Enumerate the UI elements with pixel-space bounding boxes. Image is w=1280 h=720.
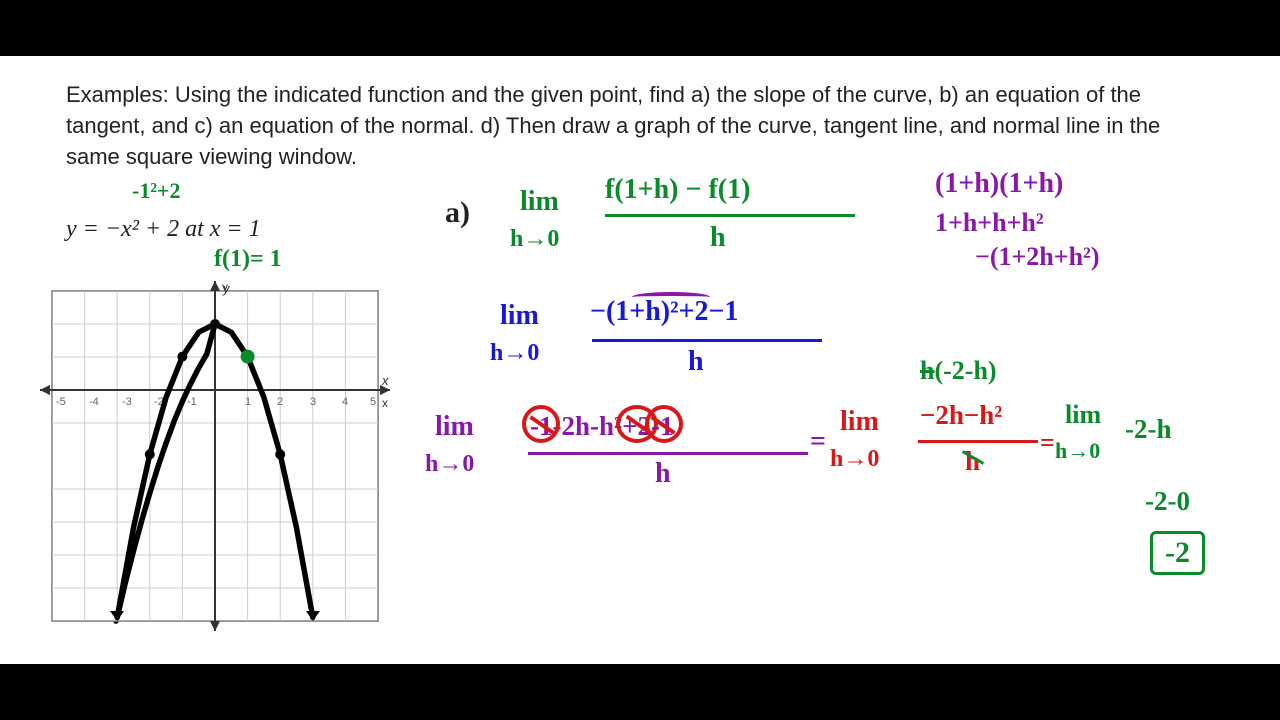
h-to-0-2: h→0	[490, 340, 539, 367]
part-a-label: a)	[445, 196, 470, 230]
final-sub: -2-0	[1145, 486, 1190, 517]
lim3: lim	[435, 411, 474, 443]
svg-text:4: 4	[342, 396, 348, 408]
diff-quotient-den: h	[710, 222, 726, 254]
final-answer: -2	[1150, 531, 1205, 575]
step3-den: h	[655, 458, 671, 490]
diff-quotient-num: f(1+h) − f(1)	[605, 174, 750, 206]
arc-annotation	[632, 292, 710, 302]
parabola-overlay: -5-4-3 -2-1 123 45 x y	[40, 281, 390, 631]
step5: -2-h	[1125, 414, 1172, 445]
step4-den: h	[965, 446, 980, 477]
step2-den: h	[688, 346, 704, 378]
h-to-0-5: h→0	[1055, 438, 1100, 464]
svg-text:-5: -5	[56, 396, 66, 408]
step3-num: -1-2h-h²+2-1	[530, 411, 674, 442]
f-of-1: f(1)= 1	[214, 246, 282, 273]
fraction-bar-4	[918, 440, 1038, 443]
fraction-bar-3	[528, 452, 808, 455]
lim4: lim	[840, 406, 879, 438]
svg-text:5: 5	[370, 396, 376, 408]
expand-neg: −(1+2h+h²)	[975, 242, 1099, 272]
lim2: lim	[500, 300, 539, 332]
substitution-note: -1²+2	[132, 178, 180, 204]
function-definition: y = −x² + 2 at x = 1	[66, 216, 261, 243]
svg-text:x: x	[381, 373, 389, 388]
fraction-bar-2	[592, 339, 822, 342]
factoring: h(-2-h)	[920, 356, 997, 386]
svg-text:3: 3	[310, 396, 316, 408]
svg-text:1: 1	[245, 396, 251, 408]
h-to-0-1: h→0	[510, 226, 559, 253]
svg-text:-3: -3	[122, 396, 132, 408]
svg-text:-1: -1	[187, 396, 197, 408]
fraction-bar-1	[605, 214, 855, 217]
equals-1: =	[810, 426, 826, 458]
h-to-0-4: h→0	[830, 446, 879, 473]
problem-statement: Examples: Using the indicated function a…	[66, 80, 1166, 172]
h-to-0-3: h→0	[425, 451, 474, 478]
step4-num: −2h−h²	[920, 400, 1002, 431]
graph: x y -5 -4 -3 -2 -1 1 2 3 4 5	[40, 281, 390, 631]
svg-text:-4: -4	[89, 396, 99, 408]
expand-terms: 1+h+h+h²	[935, 208, 1044, 238]
svg-text:2: 2	[277, 396, 283, 408]
point-marker	[241, 350, 255, 364]
expand-foil: (1+h)(1+h)	[935, 168, 1063, 200]
equals-2: =	[1040, 428, 1055, 458]
whiteboard-page: Examples: Using the indicated function a…	[0, 56, 1280, 664]
lim5: lim	[1065, 400, 1101, 430]
lim1: lim	[520, 186, 559, 218]
